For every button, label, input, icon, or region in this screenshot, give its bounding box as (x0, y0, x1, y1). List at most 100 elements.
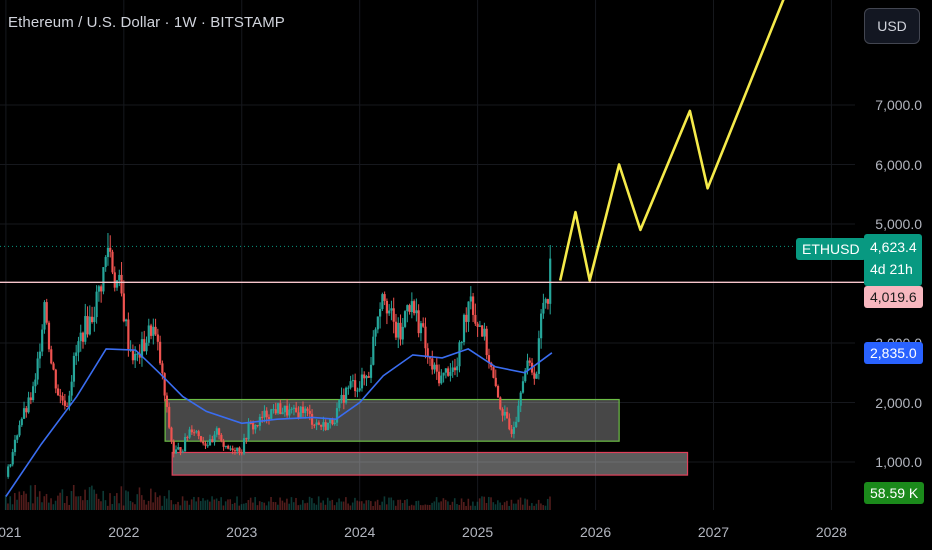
volume-bar (75, 496, 77, 510)
candle-down (52, 363, 55, 370)
candle-up (181, 451, 184, 453)
candle-up (177, 447, 180, 450)
candle-up (145, 342, 148, 352)
candle-up (292, 407, 296, 409)
candle-down (308, 410, 311, 414)
candle-up (102, 267, 105, 292)
candle-up (440, 375, 443, 384)
candle-up (140, 339, 144, 358)
volume-bar (256, 505, 259, 510)
candle-up (351, 380, 354, 382)
candle-down (437, 371, 441, 384)
candle-up (229, 448, 232, 450)
volume-bar (385, 504, 388, 510)
candle-down (342, 394, 345, 403)
candle-down (546, 299, 550, 304)
volume-bar (199, 501, 202, 510)
y-tick-label: 5,000.0 (875, 216, 922, 232)
candle-up (68, 395, 71, 407)
volume-bar (342, 501, 345, 510)
volume-bar (181, 496, 184, 510)
candle-up (360, 374, 364, 389)
volume-bar (492, 502, 495, 510)
candle-up (410, 301, 413, 313)
volume-bar (79, 496, 82, 510)
candle-up (397, 322, 400, 338)
candle-up (526, 360, 529, 371)
moving-average-tag: 2,835.0 (864, 342, 923, 364)
volume-bar (503, 502, 506, 510)
volume-bar (433, 501, 436, 510)
candle-down (122, 293, 125, 322)
volume-bar (186, 500, 188, 510)
candle-up (174, 449, 178, 454)
volume-bar (32, 503, 34, 510)
candle-down (143, 339, 146, 352)
volume-bar (236, 496, 238, 510)
volume-bar (138, 487, 141, 510)
candle-down (251, 423, 255, 430)
candle-up (208, 439, 212, 446)
volume-bar (270, 496, 272, 510)
volume-bar (57, 495, 59, 510)
candle-down (61, 395, 64, 401)
candle-down (499, 397, 502, 410)
candle-up (106, 247, 110, 258)
candle-down (227, 445, 230, 449)
volume-bar (265, 505, 268, 510)
candle-down (279, 403, 282, 415)
volume-bar (125, 490, 127, 510)
volume-bar (363, 503, 365, 510)
volume-bar (263, 502, 266, 510)
candle-down (476, 323, 479, 327)
volume-bar (82, 500, 84, 510)
candle-down (127, 319, 130, 351)
volume-bar (193, 496, 195, 510)
candle-down (313, 424, 316, 426)
volume-bar (487, 496, 490, 510)
candle-up (415, 310, 418, 314)
candle-up (326, 422, 330, 430)
volume-bar (290, 497, 293, 510)
volume-bar (336, 502, 338, 510)
volume-bar (313, 503, 315, 510)
candle-up (34, 379, 37, 387)
volume-bar (444, 499, 447, 510)
volume-bar (419, 505, 422, 510)
volume-bar (295, 497, 297, 510)
volume-bar (4, 495, 7, 510)
candle-down (297, 412, 300, 418)
candle-down (363, 374, 366, 379)
candle-up (95, 291, 98, 318)
volume-bar (63, 503, 66, 510)
candle-down (465, 314, 468, 322)
volume-bar (510, 499, 513, 510)
volume-bar (29, 485, 32, 510)
volume-bar (20, 495, 23, 510)
candle-down (367, 376, 370, 378)
volume-bar (469, 505, 472, 510)
volume-bar (506, 500, 508, 510)
volume-bar (143, 499, 145, 510)
currency-button[interactable]: USD (864, 8, 920, 44)
volume-bar (197, 497, 200, 510)
candle-up (188, 429, 191, 438)
overlay-lines (0, 0, 864, 497)
volume-bar (521, 504, 524, 510)
candle-down (435, 364, 438, 372)
volume-bar (202, 498, 204, 510)
volume-bar (252, 502, 254, 510)
volume-bar (322, 500, 325, 510)
candle-down (50, 349, 53, 364)
volume-bar (435, 497, 438, 510)
volume-histogram (4, 484, 551, 510)
volume-bar (243, 503, 245, 510)
volume-bar (150, 488, 152, 510)
volume-bar (315, 504, 318, 510)
candle-up (379, 308, 382, 317)
volume-bar (542, 505, 544, 510)
candle-up (38, 351, 42, 359)
candle-down (238, 447, 241, 453)
candle-down (156, 334, 159, 342)
